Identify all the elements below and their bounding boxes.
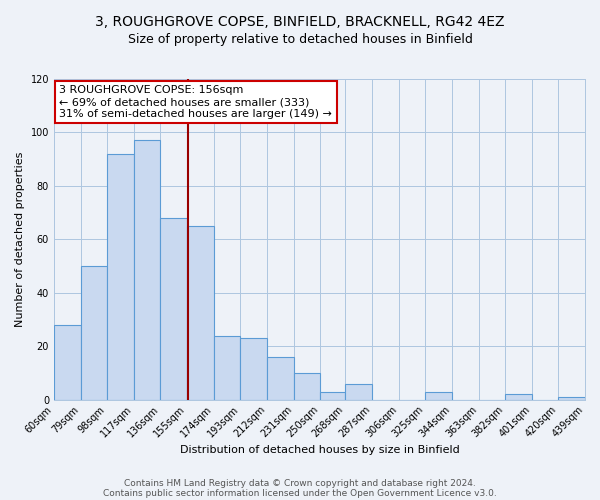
- Text: Size of property relative to detached houses in Binfield: Size of property relative to detached ho…: [128, 32, 472, 46]
- Bar: [505, 394, 532, 400]
- Y-axis label: Number of detached properties: Number of detached properties: [15, 152, 25, 327]
- Bar: [134, 140, 160, 400]
- X-axis label: Distribution of detached houses by size in Binfield: Distribution of detached houses by size …: [179, 445, 460, 455]
- Bar: [187, 226, 214, 400]
- Bar: [425, 392, 452, 400]
- Bar: [293, 373, 320, 400]
- Text: 3 ROUGHGROVE COPSE: 156sqm
← 69% of detached houses are smaller (333)
31% of sem: 3 ROUGHGROVE COPSE: 156sqm ← 69% of deta…: [59, 86, 332, 118]
- Bar: [267, 357, 293, 400]
- Bar: [214, 336, 240, 400]
- Bar: [559, 397, 585, 400]
- Bar: [160, 218, 187, 400]
- Bar: [240, 338, 267, 400]
- Bar: [107, 154, 134, 400]
- Text: 3, ROUGHGROVE COPSE, BINFIELD, BRACKNELL, RG42 4EZ: 3, ROUGHGROVE COPSE, BINFIELD, BRACKNELL…: [95, 15, 505, 29]
- Bar: [320, 392, 346, 400]
- Bar: [346, 384, 372, 400]
- Text: Contains public sector information licensed under the Open Government Licence v3: Contains public sector information licen…: [103, 488, 497, 498]
- Text: Contains HM Land Registry data © Crown copyright and database right 2024.: Contains HM Land Registry data © Crown c…: [124, 478, 476, 488]
- Bar: [54, 325, 80, 400]
- Bar: [80, 266, 107, 400]
